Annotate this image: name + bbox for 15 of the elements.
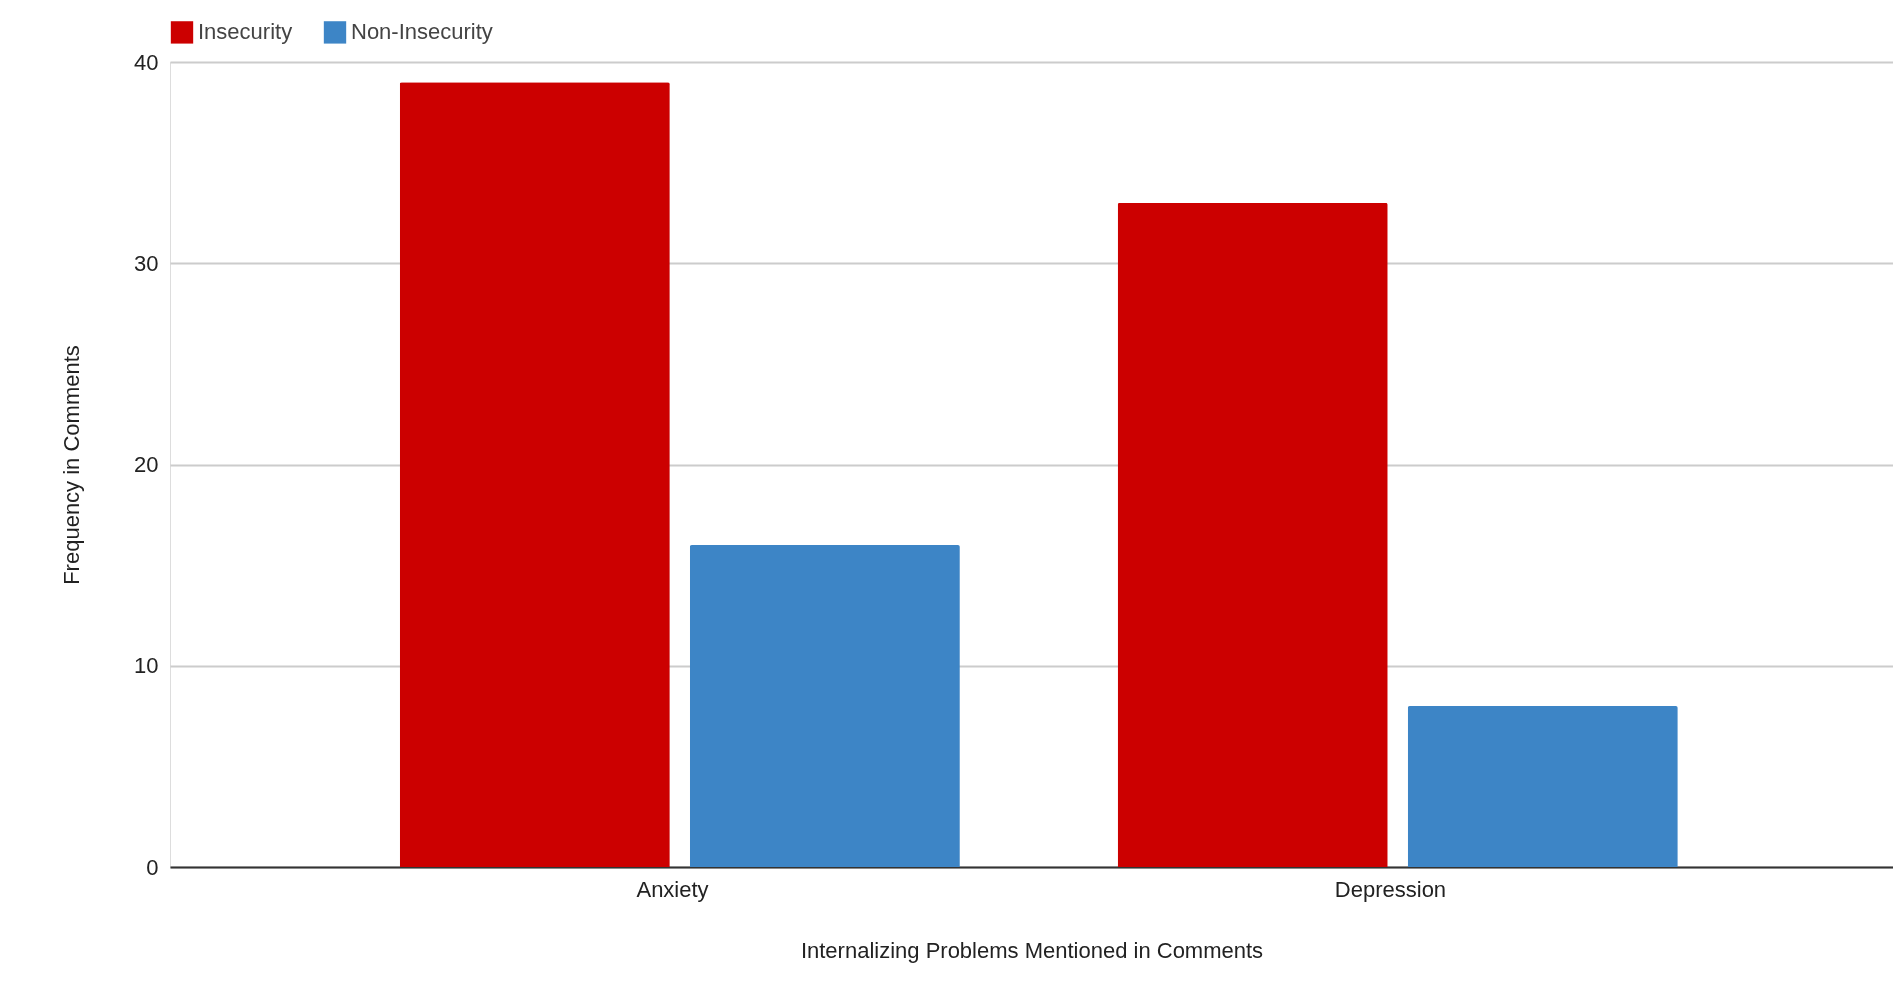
legend-label: Non-Insecurity [351, 19, 493, 45]
y-tick-label: 20 [134, 452, 159, 477]
y-tick-label: 30 [134, 250, 159, 276]
legend-label: Insecurity [198, 19, 293, 45]
bar [1117, 202, 1388, 867]
y-axis-title: Frequency in Comments [59, 345, 85, 585]
x-axis-title: Internalizing Problems Mentioned in Comments [800, 937, 1264, 963]
x-tick-label: Depression [1334, 876, 1447, 902]
bar [1407, 706, 1678, 867]
x-tick-label: Anxiety [636, 876, 709, 902]
bar [399, 82, 670, 867]
y-tick-label: 40 [134, 49, 159, 75]
y-tick-label: 10 [134, 653, 159, 679]
y-tick-label: 0 [146, 854, 159, 880]
bar [689, 545, 960, 867]
